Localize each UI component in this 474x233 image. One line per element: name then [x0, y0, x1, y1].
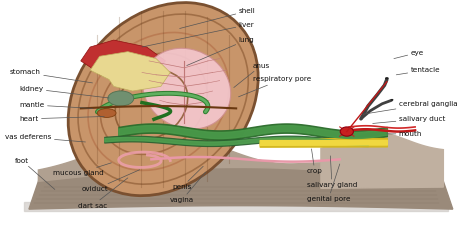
Text: salivary duct: salivary duct: [373, 116, 445, 123]
Text: mucous gland: mucous gland: [53, 163, 111, 176]
Text: stomach: stomach: [10, 69, 92, 83]
Ellipse shape: [68, 3, 258, 196]
Text: cerebral ganglia: cerebral ganglia: [363, 101, 457, 114]
Text: salivary gland: salivary gland: [307, 156, 357, 188]
Polygon shape: [24, 202, 448, 212]
Text: mantle: mantle: [19, 102, 92, 108]
Ellipse shape: [143, 48, 231, 129]
Text: shell: shell: [180, 8, 255, 28]
Ellipse shape: [97, 109, 116, 117]
Polygon shape: [29, 168, 453, 209]
Text: tentacle: tentacle: [396, 67, 440, 75]
Polygon shape: [81, 40, 165, 79]
Text: mouth: mouth: [387, 131, 422, 137]
Text: vagina: vagina: [170, 172, 206, 203]
Polygon shape: [90, 52, 170, 91]
Text: dart sac: dart sac: [78, 178, 128, 209]
Text: lung: lung: [187, 37, 254, 65]
Polygon shape: [321, 133, 443, 188]
Text: kidney: kidney: [19, 86, 109, 98]
Ellipse shape: [391, 99, 393, 101]
Ellipse shape: [385, 77, 389, 79]
Text: foot: foot: [15, 158, 55, 189]
Ellipse shape: [340, 127, 354, 136]
Text: liver: liver: [142, 22, 254, 47]
Ellipse shape: [108, 91, 134, 106]
Text: eye: eye: [394, 50, 424, 58]
Polygon shape: [38, 135, 438, 181]
Text: genital pore: genital pore: [307, 164, 350, 202]
Text: heart: heart: [19, 116, 104, 122]
Text: crop: crop: [307, 149, 323, 174]
Text: anus: anus: [234, 62, 270, 88]
Text: vas deferens: vas deferens: [5, 134, 85, 142]
Text: respiratory pore: respiratory pore: [238, 76, 311, 97]
Text: oviduct: oviduct: [82, 170, 140, 192]
Text: penis: penis: [173, 166, 203, 190]
